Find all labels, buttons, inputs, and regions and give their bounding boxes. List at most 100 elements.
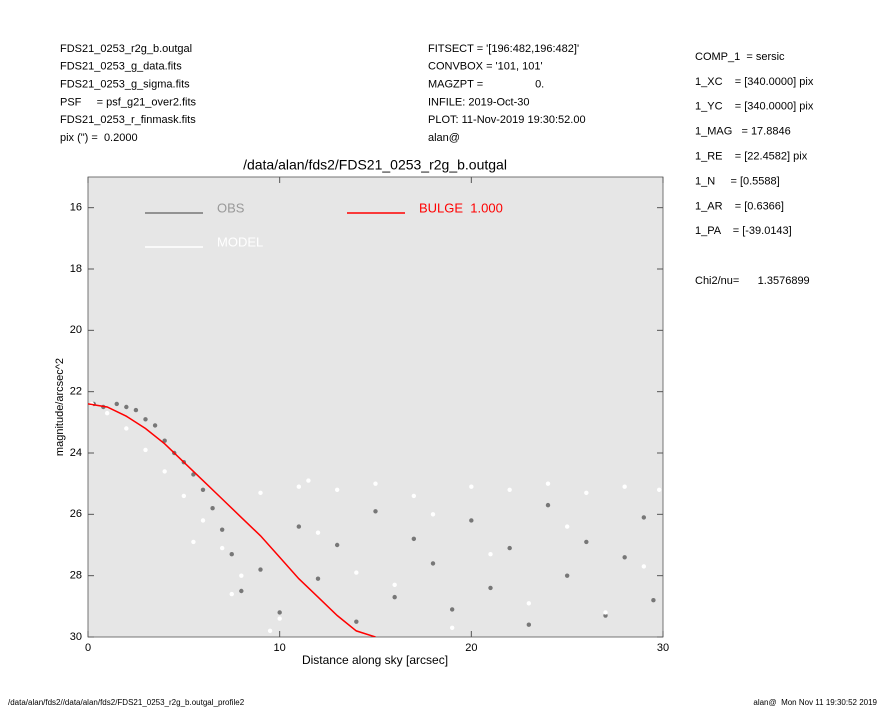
header-left-line: FDS21_0253_g_sigma.fits: [60, 79, 190, 91]
data-point: [191, 539, 196, 545]
data-point: [152, 423, 158, 428]
header-middle-line: alan@: [428, 132, 460, 144]
data-point: [315, 576, 321, 581]
legend-label: MODEL: [217, 234, 263, 249]
y-tick-label: 22: [70, 386, 82, 398]
data-point: [488, 585, 493, 591]
data-point: [545, 481, 551, 486]
data-point: [143, 447, 148, 453]
x-tick-label: 20: [465, 642, 477, 654]
data-point: [430, 561, 436, 566]
data-point: [181, 493, 187, 499]
data-point: [488, 552, 493, 557]
fit-parameter: 1_RE = [22.4582] pix: [695, 151, 808, 163]
fit-stat: Chi2/nu= 1.3576899: [695, 275, 810, 287]
data-point: [200, 518, 206, 523]
data-point: [124, 404, 129, 410]
header-middle-line: CONVBOX = '101, 101': [428, 61, 543, 73]
data-point: [449, 607, 455, 612]
data-point: [334, 542, 340, 548]
data-point: [469, 484, 474, 489]
footer-left: /data/alan/fds2//data/alan/fds2/FDS21_02…: [8, 698, 245, 707]
data-point: [622, 484, 627, 489]
data-point: [603, 610, 608, 615]
y-tick-label: 20: [70, 324, 82, 336]
data-point: [219, 545, 225, 551]
model-line: [88, 403, 376, 637]
data-point: [354, 619, 359, 624]
fit-parameter: 1_AR = [0.6366]: [695, 200, 784, 212]
data-point: [354, 570, 359, 575]
marks: [88, 401, 662, 637]
data-point: [507, 545, 512, 551]
data-point: [545, 502, 551, 508]
data-point: [564, 573, 570, 578]
y-tick-label: 24: [70, 447, 82, 459]
y-tick-label: 28: [70, 570, 82, 582]
data-point: [219, 527, 225, 532]
data-point: [133, 407, 139, 413]
fit-parameter: 1_MAG = 17.8846: [695, 126, 791, 138]
header-middle-line: MAGZPT = 0.: [428, 79, 544, 91]
data-point: [641, 564, 647, 569]
data-point: [315, 530, 321, 535]
data-point: [656, 487, 662, 492]
y-tick-label: 16: [70, 202, 82, 214]
data-point: [162, 438, 167, 443]
footer-right: alan@ Mon Nov 11 19:30:52 2019: [753, 698, 877, 707]
data-point: [430, 512, 436, 517]
legend-label: BULGE 1.000: [419, 200, 503, 215]
legend-label: OBS: [217, 200, 245, 215]
y-tick-label: 30: [70, 631, 82, 643]
x-tick-label: 30: [657, 642, 669, 654]
fit-parameter: 1_N = [0.5588]: [695, 175, 780, 187]
data-point: [507, 487, 512, 492]
fit-parameter: COMP_1 = sersic: [695, 51, 785, 63]
y-tick-label: 18: [70, 263, 82, 275]
header-middle-line: FITSECT = '[196:482,196:482]': [428, 43, 579, 55]
data-point: [603, 613, 608, 618]
fit-parameter: 1_PA = [-39.0143]: [695, 225, 792, 237]
data-point: [651, 598, 656, 603]
header-left-line: PSF = psf_g21_over2.fits: [60, 96, 197, 108]
data-point: [104, 410, 110, 416]
data-point: [373, 481, 378, 486]
fit-parameter: 1_XC = [340.0000] pix: [695, 76, 814, 88]
header-middle-line: INFILE: 2019-Oct-30: [428, 96, 530, 108]
x-tick-label: 0: [85, 642, 91, 654]
header-left-line: pix (") = 0.2000: [60, 132, 138, 144]
header-left-line: FDS21_0253_r2g_b.outgal: [60, 43, 192, 55]
data-point: [392, 582, 397, 588]
header-middle-line: PLOT: 11-Nov-2019 19:30:52.00: [428, 114, 586, 126]
y-tick-label: 26: [70, 508, 82, 520]
data-point: [296, 524, 302, 529]
data-point: [622, 555, 627, 560]
data-point: [526, 601, 532, 606]
data-point: [296, 484, 302, 489]
x-axis-label: Distance along sky [arcsec]: [302, 653, 448, 667]
x-tick-label: 10: [274, 642, 286, 654]
data-point: [258, 490, 263, 496]
data-point: [469, 518, 474, 523]
data-point: [229, 552, 234, 557]
data-point: [239, 573, 244, 578]
header-left-line: FDS21_0253_r_finmask.fits: [60, 114, 196, 126]
data-point: [392, 594, 397, 600]
data-point: [334, 487, 340, 492]
data-point: [373, 509, 378, 514]
data-point: [124, 426, 129, 431]
data-point: [239, 588, 244, 594]
data-point: [162, 469, 167, 474]
plot-area: [87, 176, 664, 638]
data-point: [564, 524, 570, 529]
chart-title: /data/alan/fds2/FDS21_0253_r2g_b.outgal: [243, 157, 507, 173]
data-point: [449, 625, 455, 630]
data-point: [258, 567, 263, 572]
y-axis-label: magnitude/arcsec^2: [54, 358, 66, 456]
data-point: [411, 536, 417, 542]
data-point: [584, 490, 589, 496]
data-point: [267, 628, 273, 634]
data-point: [229, 591, 234, 597]
data-point: [526, 622, 532, 627]
